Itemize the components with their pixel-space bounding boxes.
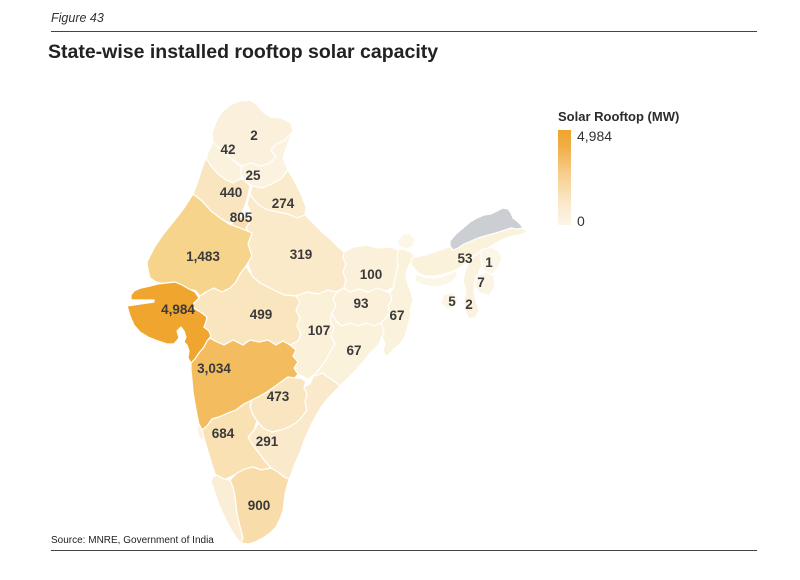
svg-text:499: 499 — [250, 307, 273, 322]
svg-text:2: 2 — [465, 297, 473, 312]
svg-text:291: 291 — [256, 434, 279, 449]
svg-text:107: 107 — [308, 323, 331, 338]
svg-text:25: 25 — [245, 168, 261, 183]
svg-text:900: 900 — [248, 498, 271, 513]
svg-text:473: 473 — [267, 389, 290, 404]
svg-text:3,034: 3,034 — [197, 361, 231, 376]
svg-text:805: 805 — [230, 210, 253, 225]
svg-text:5: 5 — [448, 294, 456, 309]
svg-text:4,984: 4,984 — [161, 302, 195, 317]
svg-text:93: 93 — [353, 296, 369, 311]
svg-text:1,483: 1,483 — [186, 249, 220, 264]
svg-text:684: 684 — [212, 426, 235, 441]
svg-text:7: 7 — [477, 275, 485, 290]
svg-text:274: 274 — [272, 196, 295, 211]
svg-text:319: 319 — [290, 247, 313, 262]
svg-text:42: 42 — [220, 142, 235, 157]
svg-text:440: 440 — [220, 185, 243, 200]
svg-text:53: 53 — [457, 251, 473, 266]
svg-text:67: 67 — [346, 343, 361, 358]
svg-text:2: 2 — [250, 128, 258, 143]
svg-text:100: 100 — [360, 267, 383, 282]
svg-text:67: 67 — [389, 308, 404, 323]
svg-text:1: 1 — [485, 255, 493, 270]
